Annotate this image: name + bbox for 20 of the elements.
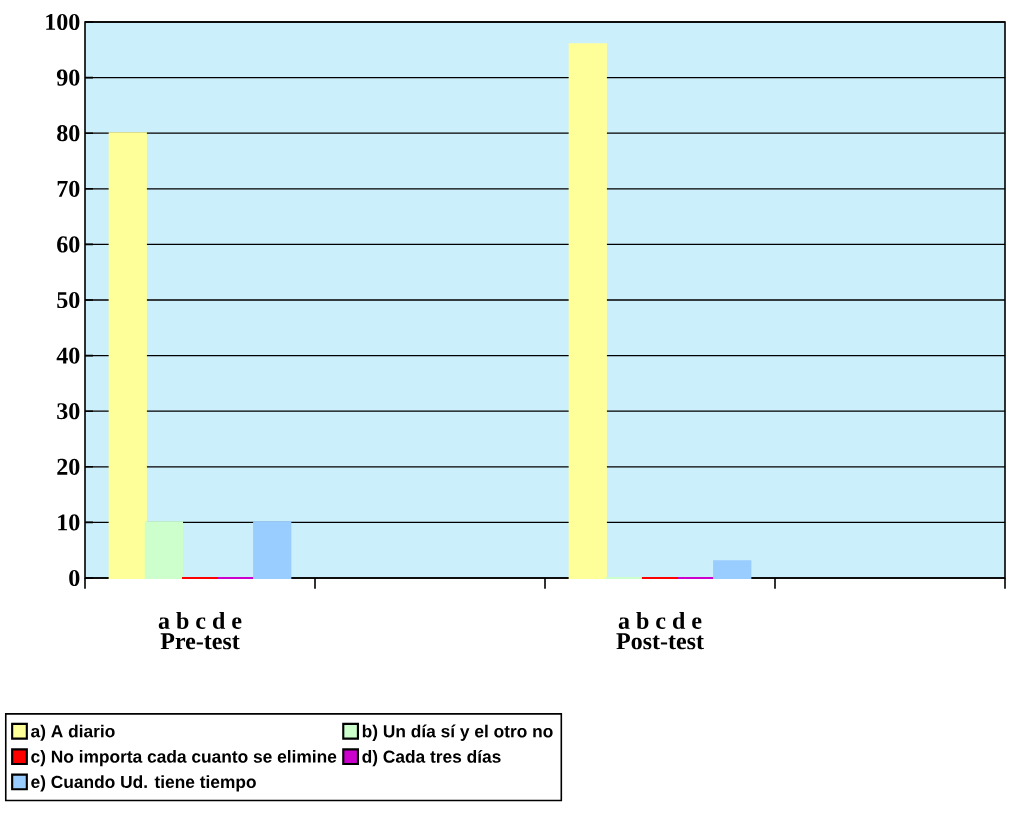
- y-tick-label: 0: [69, 569, 80, 587]
- y-tick-label: 30: [57, 403, 80, 420]
- y-tick-label: 70: [57, 180, 80, 197]
- legend-label: e) Cuando Ud. tiene tiempo: [31, 775, 256, 792]
- y-tick-label: 100: [46, 13, 80, 31]
- y-tick-label: 60: [57, 236, 80, 253]
- y-tick-label: 40: [56, 347, 80, 364]
- text: a b c d e: [618, 612, 702, 629]
- x-tick-label: Post-test: [616, 633, 704, 650]
- y-tick-label: 20: [57, 458, 80, 475]
- legend-label: a) A diario: [31, 724, 115, 741]
- legend-label: d) Cada tres días: [362, 749, 501, 767]
- y-tick-label: 80: [57, 125, 80, 142]
- y-tick-label: 10: [58, 514, 80, 531]
- x-tick-label: Pre-test: [160, 633, 240, 650]
- legend-label: b) Un día sí y el otro no: [362, 724, 553, 741]
- y-tick-label: 50: [57, 291, 80, 309]
- legend-label: c) No importa cada cuanto se elimine: [31, 750, 337, 767]
- text: a b c d e: [158, 612, 242, 629]
- y-tick-label: 90: [56, 69, 80, 86]
